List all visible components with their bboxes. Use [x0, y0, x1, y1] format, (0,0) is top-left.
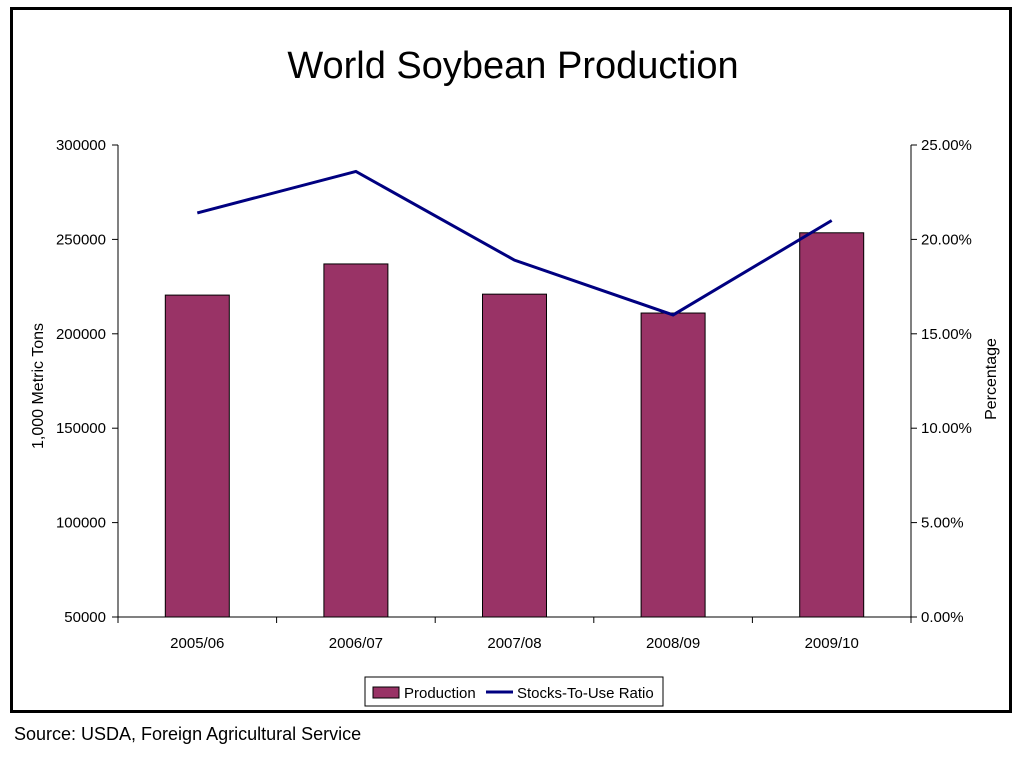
legend-swatch-production — [372, 686, 400, 699]
bar-production-2009-10 — [799, 232, 865, 618]
y-tick-label-right: 20.00% — [921, 231, 972, 248]
bars-layer — [164, 232, 865, 618]
bar-production-2006-07 — [323, 263, 389, 618]
bar-production-2008-09 — [640, 312, 706, 618]
y-tick-label-left: 150000 — [56, 420, 106, 437]
chart-canvas: World Soybean Production 50000 100000 1500… — [30, 45, 1000, 707]
x-tick-label: 2005/06 — [170, 635, 224, 652]
chart-frame: World Soybean Production 50000 100000 1500… — [10, 7, 1012, 713]
line-layer — [196, 169, 833, 317]
y-tick-label-right: 10.00% — [921, 420, 972, 437]
y-tick-label-left: 50000 — [64, 609, 106, 626]
y-tick-label-right: 25.00% — [921, 137, 972, 154]
x-tick-label: 2006/07 — [329, 635, 383, 652]
y-tick-label-left: 200000 — [56, 326, 106, 343]
y-axis-title-right: Percentage — [983, 338, 1000, 420]
legend-label-production: Production — [404, 685, 476, 702]
bar-production-2005-06 — [164, 294, 230, 618]
x-tick-label: 2008/09 — [646, 635, 700, 652]
y-tick-label-left: 250000 — [56, 231, 106, 248]
x-axis: 2005/06 2006/07 2007/08 2008/09 2009/10 — [117, 616, 912, 652]
legend: Production Stocks-To-Use Ratio — [364, 676, 664, 707]
y-tick-label-right: 15.00% — [921, 326, 972, 343]
y-axis-title-left: 1,000 Metric Tons — [30, 323, 47, 449]
y-axis-right: 0.00% 5.00% 10.00% 15.00% 20.00% 25.00% — [910, 137, 972, 626]
y-tick-label-left: 300000 — [56, 137, 106, 154]
x-tick-label: 2009/10 — [805, 635, 859, 652]
legend-box — [364, 676, 664, 707]
y-tick-label-left: 100000 — [56, 515, 106, 532]
legend-label-stocks-to-use: Stocks-To-Use Ratio — [517, 685, 654, 702]
line-stocks-to-use — [196, 169, 833, 317]
y-axis-left: 50000 100000 150000 200000 250000 300000 — [56, 137, 119, 626]
y-tick-label-right: 5.00% — [921, 515, 964, 532]
chart-title: World Soybean Production — [287, 45, 738, 87]
source-note: Source: USDA, Foreign Agricultural Servi… — [14, 724, 362, 744]
x-tick-label: 2007/08 — [487, 635, 541, 652]
bar-production-2007-08 — [482, 293, 547, 618]
y-tick-label-right: 0.00% — [921, 609, 964, 626]
